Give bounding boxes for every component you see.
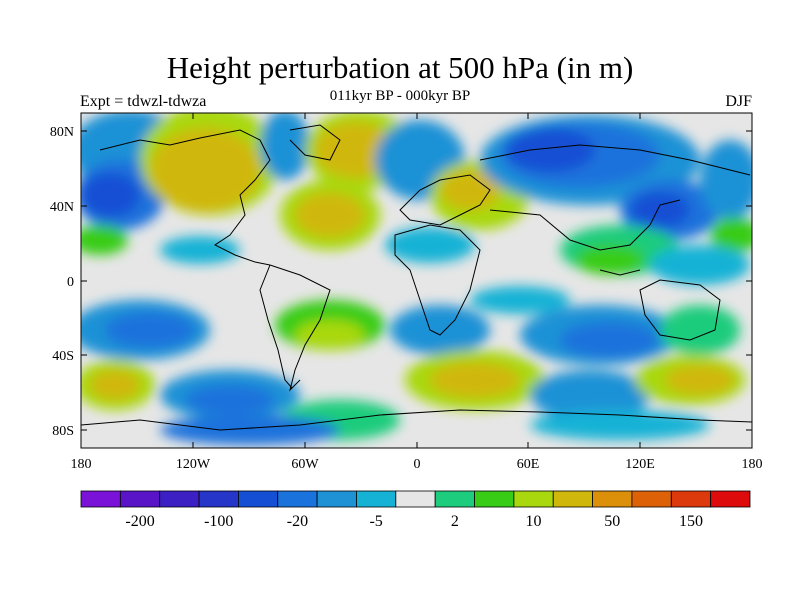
colorbar-swatch <box>80 490 121 508</box>
colorbar-swatch <box>631 490 672 508</box>
lon-tick-label: 120W <box>176 457 211 472</box>
colorbar-swatch <box>395 490 436 508</box>
map-subtitle: 011kyr BP - 000kyr BP <box>329 88 471 104</box>
colorbar-label: 10 <box>526 513 542 530</box>
colorbar-label: -5 <box>369 513 382 530</box>
map-title: Height perturbation at 500 hPa (in m) <box>166 50 634 85</box>
colorbar-label: -100 <box>204 513 233 530</box>
lat-tick-label: 40N <box>50 200 74 215</box>
height-anomaly-field <box>81 113 752 448</box>
lon-tick-label: 180 <box>71 457 92 472</box>
season-label: DJF <box>725 93 752 110</box>
experiment-label: Expt = tdwzl-tdwza <box>80 93 207 110</box>
coastlines <box>81 124 752 431</box>
colorbar-label: -20 <box>287 513 308 530</box>
colorbar-swatch <box>159 490 200 508</box>
colorbar-swatch <box>670 490 712 508</box>
lat-tick-label: 80S <box>52 424 74 439</box>
lon-tick-label: 0 <box>414 457 421 472</box>
colorbar-swatch <box>277 490 318 508</box>
colorbar-swatch <box>474 490 515 508</box>
colorbar-label: 50 <box>604 513 620 530</box>
lat-tick-label: 0 <box>67 275 74 290</box>
lon-tick-label: 60W <box>291 457 319 472</box>
colorbar-swatch <box>356 490 397 508</box>
colorbar: -200 -100 -20 -5 2 10 50 150 <box>80 490 751 530</box>
lon-tick-label: 180 <box>742 457 763 472</box>
colorbar-label: 150 <box>679 513 703 530</box>
lat-tick-label: 80N <box>50 125 74 140</box>
colorbar-swatch <box>238 490 279 508</box>
latitude-axis: 80N 40N 0 40S 80S <box>50 125 752 439</box>
colorbar-label: -200 <box>125 513 154 530</box>
colorbar-swatch <box>119 490 161 508</box>
colorbar-swatch <box>434 490 475 508</box>
lat-tick-label: 40S <box>52 349 74 364</box>
colorbar-swatch <box>316 490 357 508</box>
colorbar-swatch <box>552 490 593 508</box>
colorbar-swatch <box>710 490 751 508</box>
longitude-axis: 180 120W 60W 0 60E 120E 180 <box>71 113 763 472</box>
lon-tick-label: 120E <box>625 457 655 472</box>
colorbar-label: 2 <box>451 513 459 530</box>
colorbar-swatch <box>513 490 554 508</box>
colorbar-swatch <box>198 490 239 508</box>
lon-tick-label: 60E <box>517 457 540 472</box>
colorbar-swatch <box>592 490 633 508</box>
